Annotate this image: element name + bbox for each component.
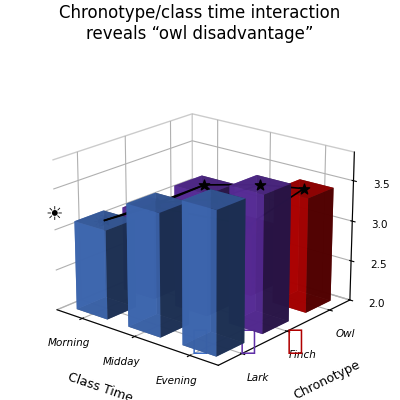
Y-axis label: Chronotype: Chronotype <box>292 358 362 400</box>
Text: 🦆: 🦆 <box>287 327 304 355</box>
Text: ☀: ☀ <box>45 205 63 224</box>
Text: ☽: ☽ <box>93 214 107 229</box>
Text: Chronotype/class time interaction
reveals “owl disadvantage”: Chronotype/class time interaction reveal… <box>59 4 341 43</box>
X-axis label: Class Time: Class Time <box>66 371 134 400</box>
Text: ☀: ☀ <box>134 226 145 239</box>
Text: 🐦: 🐦 <box>192 327 208 355</box>
Text: 🐦: 🐦 <box>239 327 256 355</box>
Text: ☀: ☀ <box>93 214 107 229</box>
